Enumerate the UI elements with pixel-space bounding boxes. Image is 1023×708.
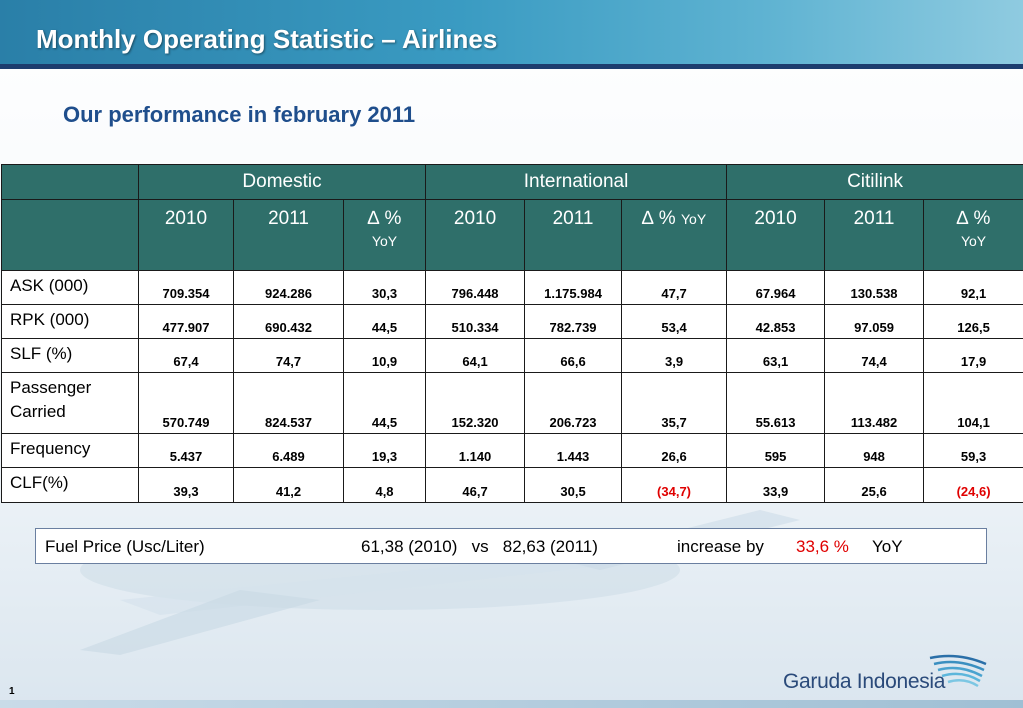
table-cell: 477.907 xyxy=(138,304,234,339)
table-cell: 25,6 xyxy=(824,467,925,503)
section-subtitle: Our performance in february 2011 xyxy=(63,102,416,127)
table-cell: 570.749 xyxy=(138,372,234,434)
table-cell: 30,5 xyxy=(524,467,623,503)
table-cell: (24,6) xyxy=(923,467,1023,503)
table-cell: 19,3 xyxy=(342,433,427,468)
table-cell: 1.175.984 xyxy=(524,270,623,305)
table-cell: 3,9 xyxy=(621,338,728,373)
table-cell: 74,4 xyxy=(824,338,925,373)
operating-statistics-table: Domestic International Citilink 2010 201… xyxy=(1,164,1023,503)
table-cell: 104,1 xyxy=(923,372,1023,434)
row-label: RPK (000) xyxy=(1,304,139,339)
subheader-international-2010: 2010 xyxy=(425,199,526,271)
table-cell: 41,2 xyxy=(233,467,344,503)
table-cell: 1.443 xyxy=(524,433,623,468)
table-cell: 55.613 xyxy=(726,372,826,434)
table-cell: 53,4 xyxy=(621,304,728,339)
fuel-price-box: Fuel Price (Usc/Liter) 61,38 (2010) vs 8… xyxy=(35,528,987,564)
table-row: ASK (000) 709.354 924.286 30,3 796.448 1.175.… xyxy=(1,270,1023,305)
garuda-bird-logo-icon xyxy=(929,654,987,688)
corner-header-cell xyxy=(1,164,139,200)
table-cell: 130.538 xyxy=(824,270,925,305)
table-cell: 47,7 xyxy=(621,270,728,305)
table-cell: 948 xyxy=(824,433,925,468)
table-cell: 46,7 xyxy=(425,467,526,503)
table-cell: 42.853 xyxy=(726,304,826,339)
group-header-international: International xyxy=(425,164,728,200)
subheader-domestic-2010: 2010 xyxy=(138,199,234,271)
corner-subheader-cell xyxy=(1,199,139,271)
page-title: Monthly Operating Statistic – Airlines xyxy=(36,24,498,54)
subheader-international-yoy: ∆ % YoY xyxy=(621,199,728,271)
table-cell: (34,7) xyxy=(621,467,728,503)
table-cell: 152.320 xyxy=(425,372,526,434)
header-divider xyxy=(0,64,1023,69)
fuel-price-label: Fuel Price (Usc/Liter) xyxy=(45,537,205,556)
table-row: Passenger Carried 570.749 824.537 44,5 152.3… xyxy=(1,372,1023,434)
table-cell: 33,9 xyxy=(726,467,826,503)
table-cell: 66,6 xyxy=(524,338,623,373)
table-row: SLF (%) 67,4 74,7 10,9 64,1 66,6 3,9 63,1 74,4 17… xyxy=(1,338,1023,373)
table-cell: 206.723 xyxy=(524,372,623,434)
table-cell: 59,3 xyxy=(923,433,1023,468)
table-cell: 824.537 xyxy=(233,372,344,434)
header-bar xyxy=(0,0,1023,64)
table-cell: 44,5 xyxy=(342,304,427,339)
row-label: SLF (%) xyxy=(1,338,139,373)
footer-bar xyxy=(0,700,1023,708)
table-cell: 4,8 xyxy=(342,467,427,503)
fuel-price-comparison: 61,38 (2010) vs 82,63 (2011) xyxy=(361,537,598,556)
table-cell: 67.964 xyxy=(726,270,826,305)
fuel-increase-value: 33,6 % xyxy=(796,537,849,556)
table-cell: 67,4 xyxy=(138,338,234,373)
table-cell: 30,3 xyxy=(342,270,427,305)
table-cell: 595 xyxy=(726,433,826,468)
page-number: 1 xyxy=(9,686,15,697)
row-label: Frequency xyxy=(1,433,139,468)
table-cell: 39,3 xyxy=(138,467,234,503)
group-header-domestic: Domestic xyxy=(137,164,427,200)
table-cell: 44,5 xyxy=(342,372,427,434)
fuel-yoy-suffix: YoY xyxy=(872,537,903,556)
table-cell: 113.482 xyxy=(824,372,925,434)
row-label: ASK (000) xyxy=(1,270,139,305)
table-cell: 510.334 xyxy=(425,304,526,339)
table-cell: 64,1 xyxy=(425,338,526,373)
row-label: CLF(%) xyxy=(1,467,139,503)
table-cell: 796.448 xyxy=(425,270,526,305)
subheader-citilink-2011: 2011 xyxy=(824,199,925,271)
table-cell: 97.059 xyxy=(824,304,925,339)
table-cell: 924.286 xyxy=(233,270,344,305)
table-cell: 6.489 xyxy=(233,433,344,468)
row-label: Passenger Carried xyxy=(1,372,139,434)
table-cell: 126,5 xyxy=(923,304,1023,339)
table-cell: 690.432 xyxy=(233,304,344,339)
subheader-citilink-2010: 2010 xyxy=(726,199,826,271)
table-row: CLF(%) 39,3 41,2 4,8 46,7 30,5 (34,7) 33,9 25,6(… xyxy=(1,467,1023,503)
table-cell: 26,6 xyxy=(621,433,728,468)
table-cell: 1.140 xyxy=(425,433,526,468)
table-cell: 63,1 xyxy=(726,338,826,373)
table-cell: 17,9 xyxy=(923,338,1023,373)
subheader-domestic-2011: 2011 xyxy=(233,199,344,271)
subheader-international-2011: 2011 xyxy=(524,199,623,271)
table-cell: 709.354 xyxy=(138,270,234,305)
table-cell: 782.739 xyxy=(524,304,623,339)
table-row: RPK (000) 477.907 690.432 44,5 510.334 782.73… xyxy=(1,304,1023,339)
table-cell: 74,7 xyxy=(233,338,344,373)
table-row: Frequency 5.437 6.489 19,3 1.140 1.443 26,6 595… xyxy=(1,433,1023,468)
table-cell: 5.437 xyxy=(138,433,234,468)
table-cell: 92,1 xyxy=(923,270,1023,305)
brand-logo-text: Garuda Indonesia xyxy=(783,670,946,693)
subheader-domestic-yoy: ∆ % YoY xyxy=(342,199,427,271)
group-header-citilink: Citilink xyxy=(726,164,1023,200)
fuel-increase-text: increase by xyxy=(677,537,764,556)
table-cell: 35,7 xyxy=(621,372,728,434)
subheader-citilink-yoy: ∆ % YoY xyxy=(923,199,1023,271)
table-cell: 10,9 xyxy=(342,338,427,373)
